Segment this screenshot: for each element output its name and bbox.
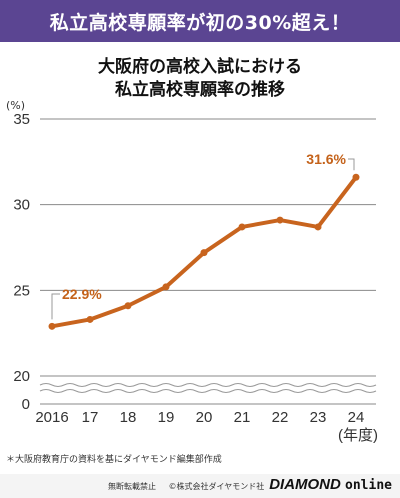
data-point-19 (162, 283, 170, 291)
logo-main: DIAMOND (269, 476, 341, 493)
data-series (48, 173, 360, 330)
data-point-22 (276, 216, 284, 224)
x-axis-unit: (年度) (338, 427, 378, 444)
y-tick-0: 0 (22, 396, 30, 413)
headline-banner: 私立高校専願率が初の30%超え！ (0, 0, 400, 42)
axis-break (39, 383, 377, 393)
title-line-1: 大阪府の高校入試における (98, 57, 302, 77)
y-tick-25: 25 (13, 282, 30, 299)
data-annotations: 22.9% 31.6% (51, 151, 355, 320)
logo-sub: online (345, 478, 392, 493)
data-point-20 (200, 249, 208, 257)
annotation-leader-0 (51, 293, 60, 320)
y-axis-unit: (%) (6, 99, 25, 112)
y-tick-35: 35 (13, 111, 30, 128)
x-tick-17: 17 (82, 409, 99, 426)
x-tick-19: 19 (158, 409, 175, 426)
axis-break-wave-2 (39, 389, 377, 393)
axis-break-gap (40, 383, 376, 393)
data-point-24 (352, 173, 360, 181)
data-point-17 (86, 315, 94, 323)
no-reprint-text: 無断転載禁止 (108, 482, 156, 491)
x-tick-2016: 2016 (35, 409, 68, 426)
data-point-2016 (48, 322, 56, 330)
copyright-text: ©株式会社ダイヤモンド社 (168, 482, 265, 491)
x-tick-22: 22 (272, 409, 289, 426)
data-point-21 (238, 223, 246, 231)
x-tick-21: 21 (234, 409, 251, 426)
title-line-2: 私立高校専願率の推移 (115, 80, 285, 100)
diamond-online-logo: DIAMOND online (269, 476, 392, 493)
y-axis-ticks: 35 30 25 20 0 (13, 111, 30, 413)
x-tick-20: 20 (196, 409, 213, 426)
data-point-23 (314, 223, 322, 231)
gridlines (40, 118, 376, 405)
chart-title: 大阪府の高校入試における 私立高校専願率の推移 (0, 56, 400, 102)
x-tick-18: 18 (120, 409, 137, 426)
footer-bar (0, 474, 400, 498)
data-label-8: 31.6% (306, 151, 346, 167)
data-label-0: 22.9% (62, 286, 102, 302)
data-point-18 (124, 302, 132, 310)
source-note: ＊大阪府教育庁の資料を基にダイヤモンド編集部作成 (6, 455, 222, 465)
axis-break-wave-1 (39, 383, 377, 387)
annotation-leader-8 (348, 158, 355, 171)
footer-text: 無断転載禁止 ©株式会社ダイヤモンド社 (108, 481, 274, 492)
x-tick-24: 24 (348, 409, 365, 426)
x-tick-23: 23 (310, 409, 327, 426)
y-tick-30: 30 (13, 197, 30, 214)
x-axis-ticks: 2016 17 18 19 20 21 22 23 24 (35, 409, 364, 426)
y-tick-20: 20 (13, 368, 30, 385)
